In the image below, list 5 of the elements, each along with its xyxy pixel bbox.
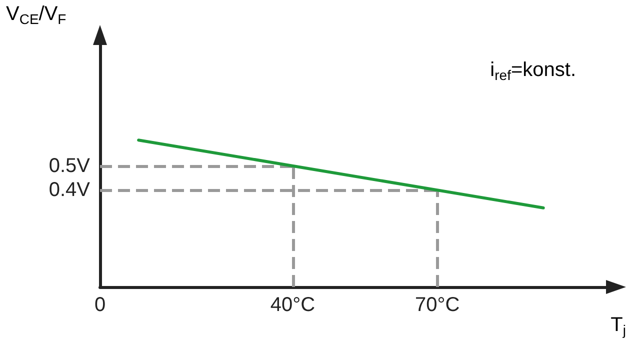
x-tick-label: 40°C [270,294,316,316]
x-tick-label: 0 [94,294,106,316]
y-tick-label: 0.5V [48,155,91,177]
x-tick-label: 70°C [414,294,460,316]
y-tick-label: 0.4V [48,179,91,202]
